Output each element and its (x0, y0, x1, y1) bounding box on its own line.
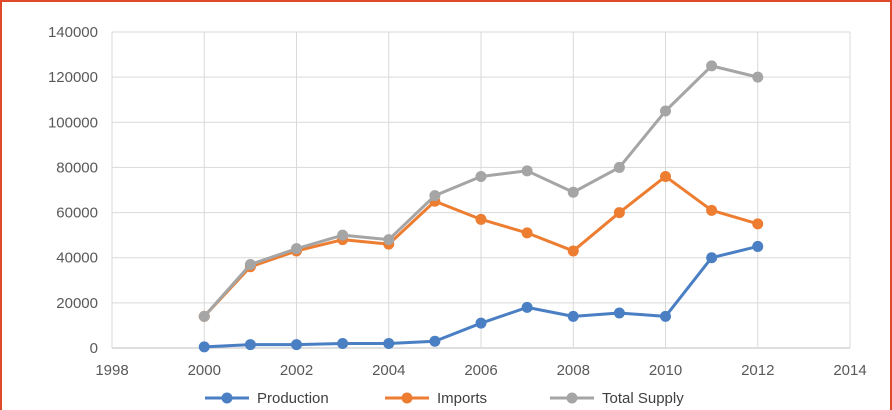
data-point-total-supply (660, 105, 671, 117)
gridlines (111, 31, 851, 349)
data-point-production (475, 317, 487, 329)
legend: Production Imports Total Supply (205, 390, 684, 407)
y-tick-label: 140000 (48, 24, 98, 41)
y-tick-label: 20000 (56, 295, 98, 312)
legend-item-production: Production (205, 390, 329, 407)
data-point-imports (752, 218, 764, 230)
data-point-total-supply (429, 190, 441, 202)
x-tick-label: 2010 (649, 362, 682, 379)
data-point-total-supply (521, 165, 533, 177)
data-point-imports (475, 213, 487, 225)
data-point-total-supply (613, 161, 625, 173)
x-tick-label: 2006 (464, 362, 497, 379)
x-tick-label: 2004 (372, 362, 405, 379)
x-tick-label: 2012 (741, 362, 774, 379)
data-point-imports (660, 170, 671, 182)
data-point-production (567, 310, 579, 322)
legend-label-production: Production (257, 390, 329, 407)
data-point-production (244, 339, 256, 351)
data-point-total-supply (198, 310, 210, 322)
legend-marker-imports (401, 392, 413, 404)
data-point-production (752, 240, 764, 252)
data-point-total-supply (752, 71, 764, 83)
y-tick-label: 80000 (56, 159, 98, 176)
data-point-total-supply (244, 258, 256, 270)
y-tick-label: 60000 (56, 205, 98, 222)
x-tick-label: 2014 (833, 362, 866, 379)
x-tick-label: 2000 (188, 362, 221, 379)
data-point-total-supply (475, 170, 487, 182)
legend-label-total-supply: Total Supply (602, 390, 684, 407)
x-tick-label: 1998 (95, 362, 128, 379)
data-point-production (613, 307, 625, 319)
data-point-total-supply (337, 229, 349, 241)
y-tick-label: 0 (90, 340, 98, 357)
y-axis-tick-labels: 0 20000 40000 60000 80000 100000 120000 140000 (48, 24, 98, 357)
y-tick-label: 120000 (48, 69, 98, 86)
data-point-production (706, 252, 718, 264)
x-tick-label: 2008 (557, 362, 590, 379)
y-tick-label: 100000 (48, 114, 98, 131)
legend-marker-total-supply (566, 392, 578, 404)
data-point-production (337, 337, 349, 349)
data-point-production (660, 310, 671, 322)
data-point-production (429, 335, 441, 347)
data-point-total-supply (291, 243, 302, 255)
data-point-production (198, 341, 210, 353)
data-point-imports (613, 207, 625, 219)
legend-label-imports: Imports (437, 390, 487, 407)
data-point-production (291, 339, 302, 351)
legend-item-total-supply: Total Supply (550, 390, 684, 407)
legend-item-imports: Imports (385, 390, 487, 407)
x-axis-tick-labels: 1998 2000 2002 2004 2006 2008 2010 2012 2014 (95, 362, 866, 379)
data-point-total-supply (383, 234, 395, 246)
data-point-production (383, 337, 395, 349)
x-tick-label: 2002 (280, 362, 313, 379)
legend-marker-production (221, 392, 233, 404)
data-point-imports (567, 245, 579, 257)
data-point-total-supply (567, 186, 579, 198)
y-tick-label: 40000 (56, 250, 98, 267)
data-point-imports (706, 204, 718, 216)
data-series (198, 60, 764, 353)
data-point-production (521, 301, 533, 313)
data-point-imports (521, 227, 533, 239)
data-point-total-supply (706, 60, 718, 72)
